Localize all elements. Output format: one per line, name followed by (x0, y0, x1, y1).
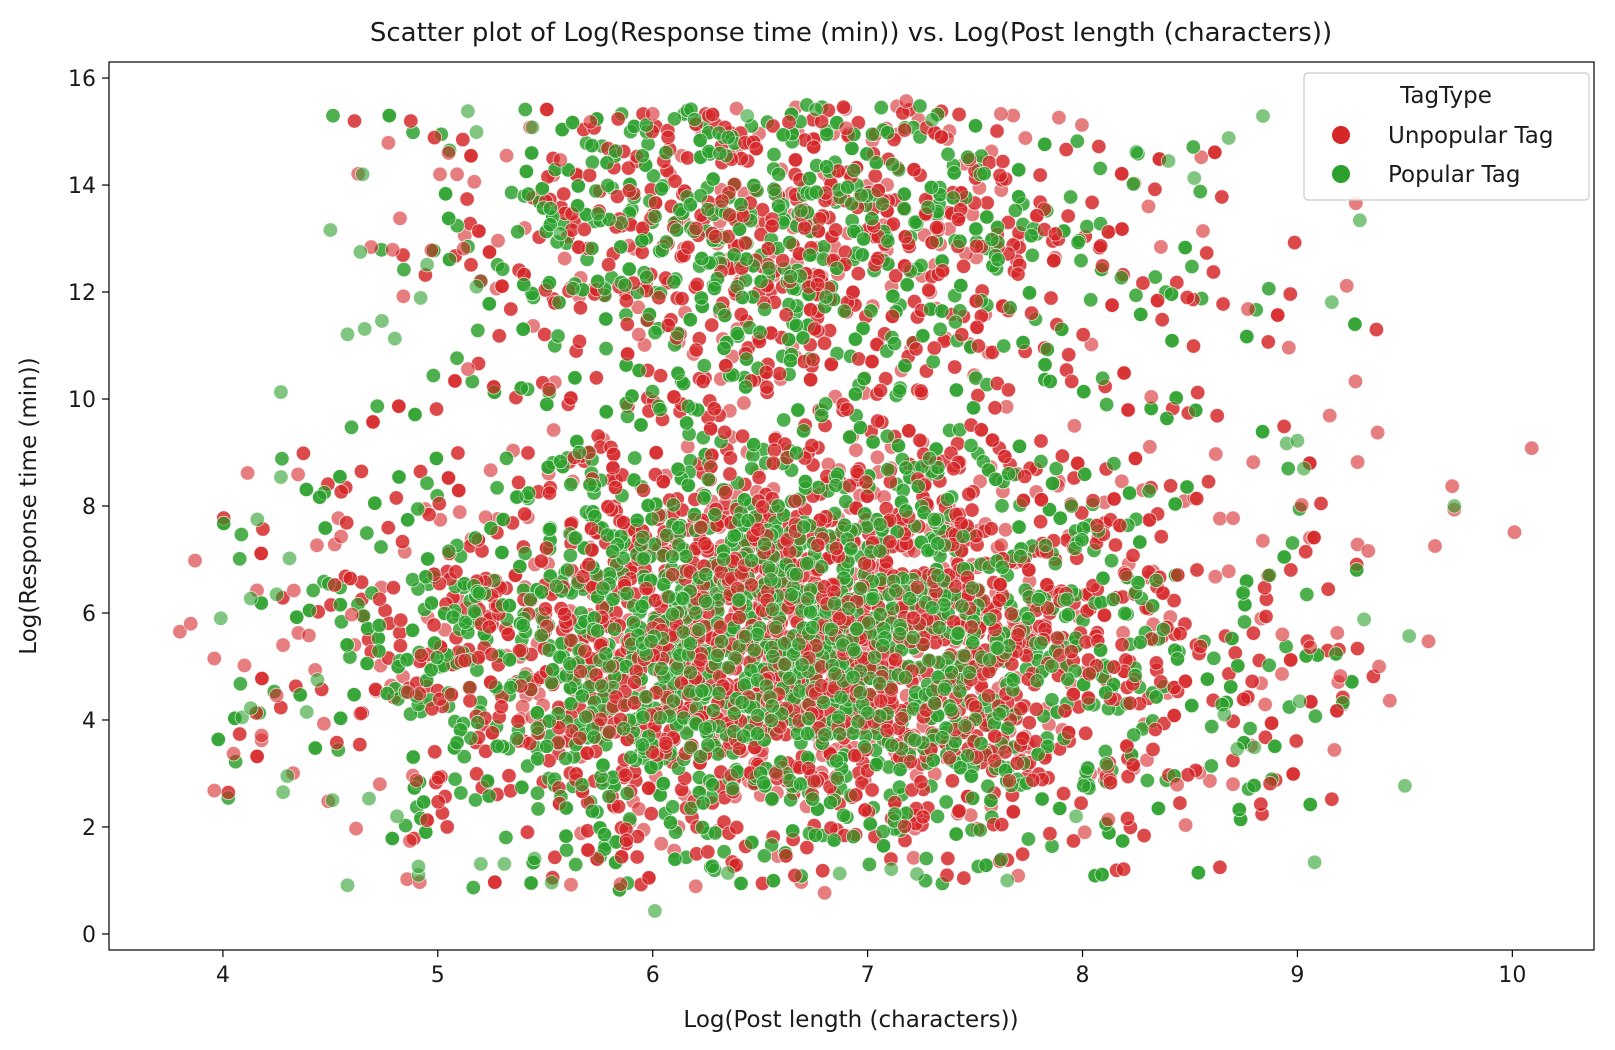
point-unpopular (1017, 130, 1034, 146)
point-unpopular (1207, 569, 1223, 585)
point-unpopular (1370, 424, 1386, 441)
point-unpopular (556, 250, 573, 267)
point-unpopular (1066, 418, 1083, 434)
point-unpopular (309, 537, 325, 553)
points-layer (172, 93, 1540, 919)
point-unpopular (1193, 149, 1209, 165)
point-unpopular (905, 850, 922, 866)
point-unpopular (1153, 239, 1169, 255)
point-unpopular (1202, 773, 1218, 789)
point-unpopular (482, 462, 499, 478)
point-unpopular (1074, 117, 1090, 133)
point-unpopular (1339, 278, 1355, 294)
point-unpopular (993, 537, 1009, 553)
point-unpopular (631, 326, 647, 343)
point-unpopular (1225, 510, 1241, 526)
point-unpopular (972, 473, 988, 489)
point-unpopular (1114, 473, 1130, 489)
point-unpopular (1140, 198, 1157, 214)
point-unpopular (545, 422, 562, 438)
point-unpopular (1329, 625, 1345, 641)
point-unpopular (630, 299, 646, 315)
point-unpopular (848, 442, 864, 458)
point-unpopular (1274, 666, 1290, 682)
point-unpopular (1178, 817, 1194, 833)
point-unpopular (653, 836, 669, 852)
point-unpopular (997, 522, 1014, 538)
point-unpopular (1142, 439, 1158, 455)
point-unpopular (1083, 336, 1100, 353)
point-unpopular (1212, 510, 1228, 527)
point-unpopular (452, 504, 468, 520)
point-unpopular (1255, 533, 1271, 549)
point-unpopular (736, 395, 752, 411)
point-unpopular (392, 210, 408, 226)
point-unpopular (240, 465, 256, 481)
point-unpopular (869, 449, 886, 465)
point-unpopular (1245, 454, 1261, 470)
point-unpopular (1326, 742, 1343, 758)
